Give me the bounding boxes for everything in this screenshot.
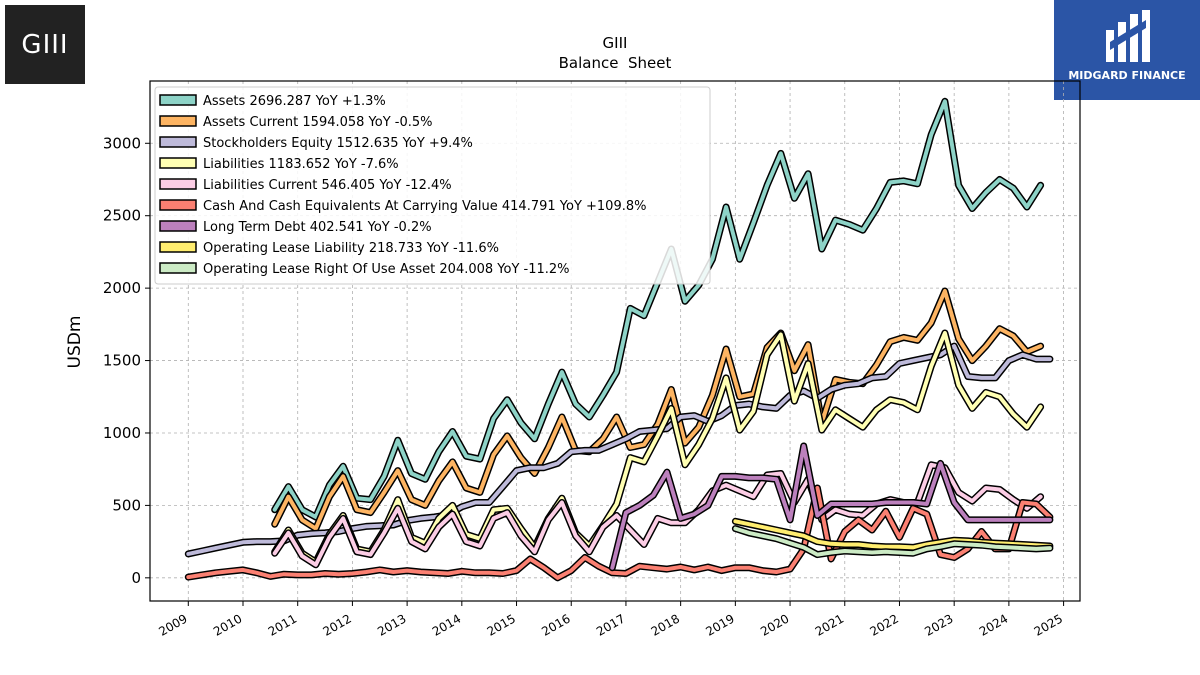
legend-label: Liabilities Current 546.405 YoY -12.4% [203,178,452,193]
legend-swatch [159,178,197,190]
legend-label: Cash And Cash Equivalents At Carrying Va… [203,199,646,214]
series-line [272,289,1043,531]
y-tick-label: 2000 [103,279,141,297]
legend-swatch [159,220,197,232]
plot-frame [149,80,1081,602]
brand-logo: MIDGARD FINANCE [1054,0,1200,100]
x-tick-label: 2014 [430,611,463,638]
legend-swatch [159,241,197,253]
x-tick-label: 2021 [813,611,846,638]
chart-title: GIII [603,34,628,52]
ticker-logo-text: GIII [21,29,69,60]
legend-swatch [159,199,197,211]
y-axis-label: USDm [65,316,85,369]
legend-swatch [159,115,197,127]
x-tick-label: 2024 [977,611,1010,638]
x-tick-label: 2016 [539,611,572,638]
x-tick-label: 2013 [375,611,408,638]
x-tick-label: 2019 [703,611,736,638]
series-lines [184,97,1054,582]
series-line [186,486,1052,580]
legend-label: Long Term Debt 402.541 YoY -0.2% [203,220,432,235]
x-tick-label: 2010 [211,611,244,638]
series-line [733,519,1052,550]
y-tick-label: 500 [112,496,141,514]
y-tick-label: 2500 [103,207,141,225]
legend-label: Assets 2696.287 YoY +1.3% [203,94,386,109]
legend-swatch [159,94,197,106]
legend-label: Liabilities 1183.652 YoY -7.6% [203,157,399,172]
legend-label: Stockholders Equity 1512.635 YoY +9.4% [203,136,473,151]
brand-name: MIDGARD FINANCE [1068,69,1186,82]
x-tick-label: 2020 [758,611,791,638]
legend: Assets 2696.287 YoY +1.3% Assets Current … [154,86,711,285]
x-tick-label: 2025 [1032,611,1065,638]
ticker-logo: GIII [5,5,85,84]
legend-swatch [159,157,197,169]
legend-label: Operating Lease Liability 218.733 YoY -1… [203,241,499,256]
x-tick-label: 2023 [922,611,955,638]
y-tick-label: 3000 [103,134,141,152]
x-tick-label: 2018 [649,611,682,638]
legend-swatch [159,136,197,148]
x-tick-label: 2022 [868,611,901,638]
y-tick-label: 0 [131,569,141,587]
y-tick-label: 1000 [103,424,141,442]
legend-label: Operating Lease Right Of Use Asset 204.0… [203,262,570,277]
x-tick-label: 2011 [266,611,299,638]
series-line [610,444,1052,570]
legend-label: Assets Current 1594.058 YoY -0.5% [203,115,433,130]
y-tick-label: 1500 [103,352,141,370]
x-tick-label: 2017 [594,611,627,638]
x-tick-label: 2009 [156,611,189,638]
brand-emblem-icon [1106,10,1150,62]
chart-subtitle: Balance Sheet [559,54,672,72]
x-tick-label: 2015 [485,611,518,638]
series-line [733,526,1052,557]
legend-swatch [159,262,197,274]
legend-box [154,86,711,285]
x-tick-label: 2012 [320,611,353,638]
